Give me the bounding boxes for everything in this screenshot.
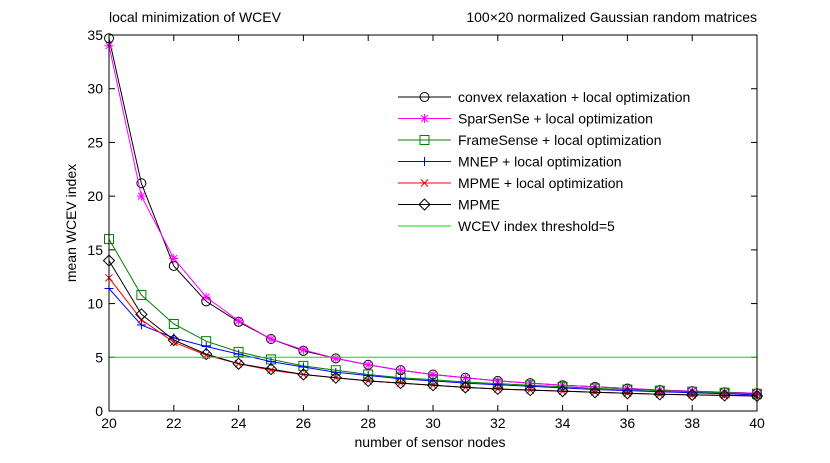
data-point xyxy=(588,385,602,399)
data-point xyxy=(426,379,440,392)
x-tick-label: 24 xyxy=(231,415,247,431)
data-point xyxy=(201,342,211,352)
y-tick-label: 25 xyxy=(87,134,103,150)
data-point xyxy=(556,384,569,398)
data-point xyxy=(394,376,407,390)
data-point xyxy=(329,371,343,384)
data-point xyxy=(460,378,470,388)
data-point xyxy=(396,365,406,375)
chart-title-left: local minimization of WCEV xyxy=(109,9,282,25)
data-point xyxy=(621,387,634,400)
y-axis-label: mean WCEV index xyxy=(63,164,79,282)
data-point xyxy=(493,380,503,390)
legend-marker xyxy=(419,135,430,145)
legend-entry-0: convex relaxation + local optimization xyxy=(398,89,690,105)
y-tick-label: 20 xyxy=(87,188,103,204)
chart-title-right: 100×20 normalized Gaussian random matric… xyxy=(466,9,757,25)
legend-label: MNEP + local optimization xyxy=(458,154,622,170)
x-tick-label: 20 xyxy=(101,415,117,431)
data-point xyxy=(169,338,178,347)
x-tick-label: 28 xyxy=(360,415,376,431)
x-tick-label: 22 xyxy=(166,415,182,431)
data-point xyxy=(361,374,375,388)
plot-area: 20 22 24 26 28 30 32 34 36 38 40 0 5 10 15 20 25 30 35 xyxy=(87,27,765,431)
x-tick-label: 30 xyxy=(425,415,441,431)
data-point xyxy=(298,345,308,355)
legend-marker xyxy=(418,198,431,211)
legend-label: FrameSense + local optimization xyxy=(458,132,662,148)
data-point xyxy=(523,383,537,397)
data-point xyxy=(653,388,667,401)
legend-label: WCEV index threshold=5 xyxy=(458,218,615,234)
y-tick-label: 0 xyxy=(95,403,103,419)
legend-entry-1: SparSenSe + local optimization xyxy=(398,111,653,127)
data-point xyxy=(136,320,146,330)
data-point xyxy=(168,318,179,329)
y-tick-label: 10 xyxy=(87,296,103,312)
legend-marker xyxy=(420,157,429,166)
data-point xyxy=(298,362,308,372)
x-tick-label: 40 xyxy=(749,415,765,431)
legend-marker xyxy=(420,179,429,187)
data-point xyxy=(232,357,245,370)
legend-marker xyxy=(419,92,430,102)
data-point xyxy=(199,347,213,361)
data-point xyxy=(428,376,438,386)
y-tick-label: 30 xyxy=(87,81,103,97)
x-tick-label: 32 xyxy=(490,415,506,431)
data-point xyxy=(167,333,181,347)
legend-marker xyxy=(420,114,429,123)
legend-entry-4: MPME + local optimization xyxy=(398,175,623,191)
legend-label: SparSenSe + local optimization xyxy=(458,111,653,127)
data-point xyxy=(297,368,310,381)
data-point xyxy=(685,388,699,402)
data-point xyxy=(331,353,341,363)
data-point xyxy=(459,381,472,394)
data-point xyxy=(136,289,147,300)
plot-frame xyxy=(108,34,758,412)
data-point xyxy=(266,334,276,344)
y-tick-label: 5 xyxy=(95,349,103,365)
data-point xyxy=(428,369,438,379)
y-tick-label: 15 xyxy=(87,242,103,258)
legend-label: convex relaxation + local optimization xyxy=(458,89,690,105)
x-tick-label: 36 xyxy=(620,415,636,431)
x-tick-label: 34 xyxy=(555,415,571,431)
data-point xyxy=(135,308,148,321)
data-point xyxy=(136,178,147,189)
data-point xyxy=(266,357,276,367)
legend-entry-3: MNEP + local optimization xyxy=(398,154,622,170)
x-axis-label: number of sensor nodes xyxy=(355,434,506,450)
data-point xyxy=(718,389,731,402)
legend-entry-5: MPME xyxy=(398,197,500,213)
data-point xyxy=(525,381,535,391)
data-point xyxy=(169,253,179,263)
y-tick-label: 35 xyxy=(87,27,103,43)
x-tick-label: 38 xyxy=(684,415,700,431)
legend-entry-2: FrameSense + local optimization xyxy=(398,132,662,148)
legend-entry-6: WCEV index threshold=5 xyxy=(398,218,615,234)
data-point xyxy=(363,360,373,370)
legend-label: MPME xyxy=(458,197,500,213)
x-tick-label: 26 xyxy=(296,415,312,431)
legend-label: MPME + local optimization xyxy=(458,175,623,191)
data-point xyxy=(201,292,211,302)
data-point xyxy=(136,191,146,201)
data-point xyxy=(396,374,406,384)
plot-background xyxy=(109,35,757,411)
data-point xyxy=(234,316,244,326)
legend: convex relaxation + local optimization Sp… xyxy=(398,89,690,234)
data-point xyxy=(491,382,505,396)
data-point xyxy=(264,362,278,376)
data-point xyxy=(720,389,730,399)
